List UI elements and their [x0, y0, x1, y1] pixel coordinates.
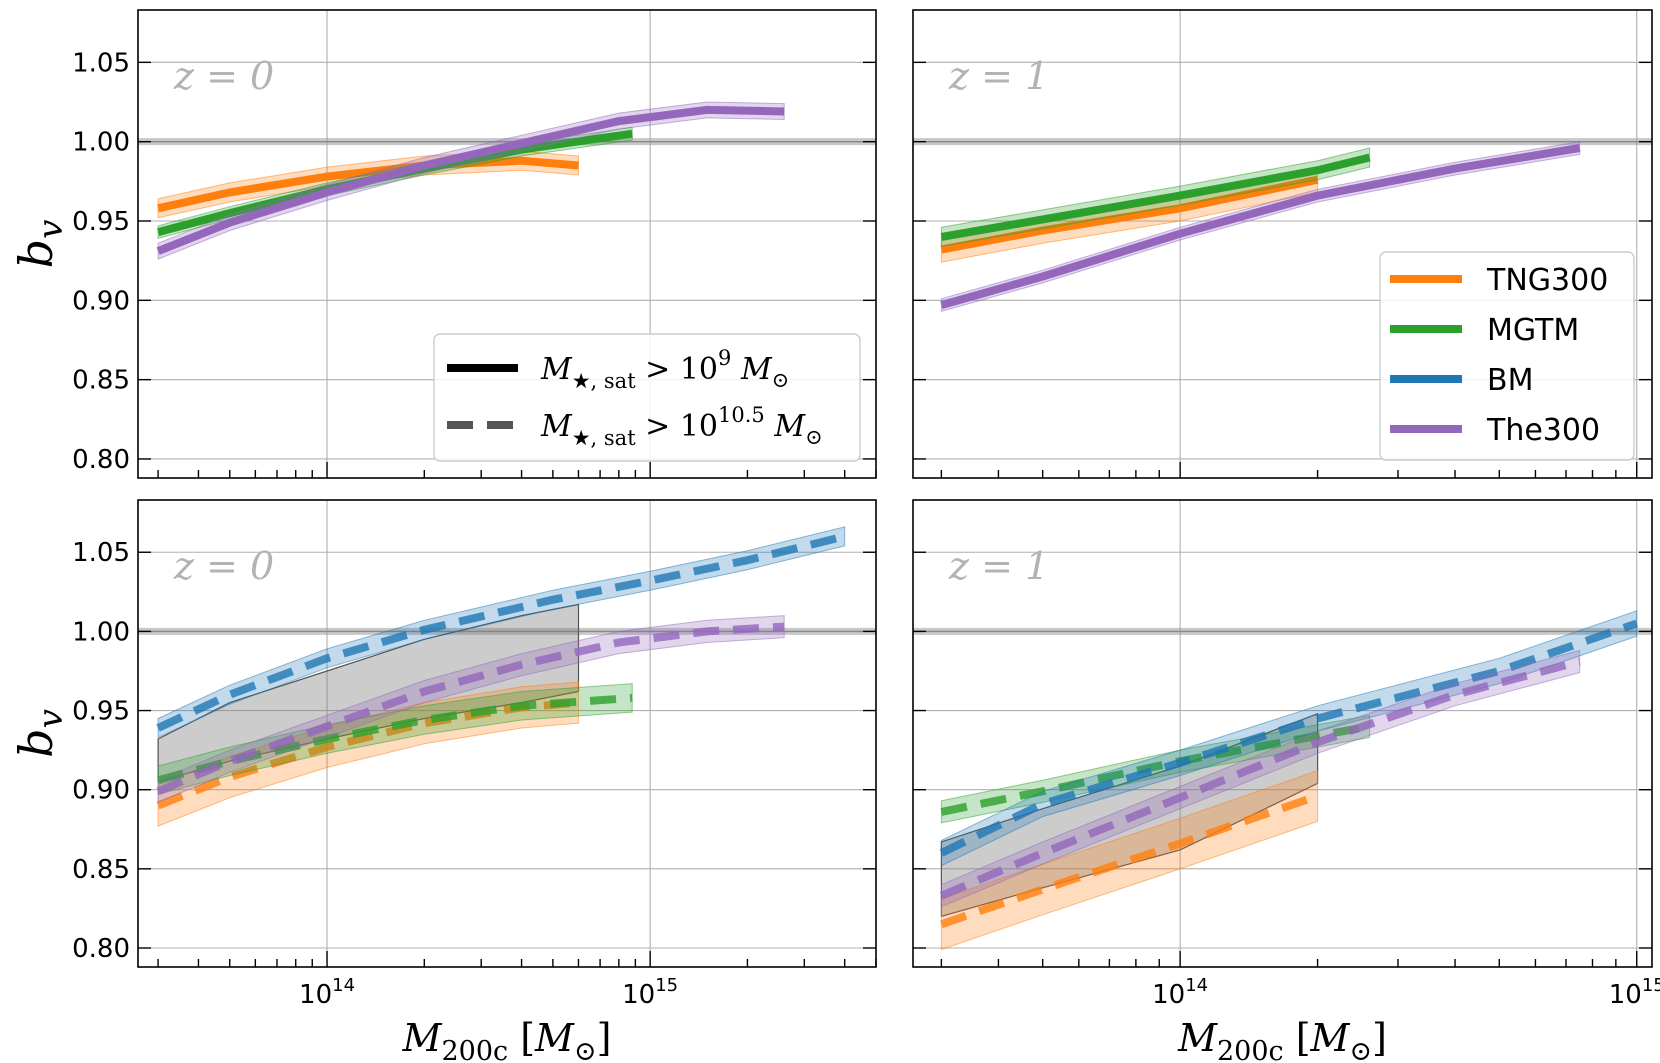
- series-the300: [156, 105, 785, 255]
- redshift-label: z = 1: [948, 544, 1049, 588]
- band-tng300: [940, 769, 1319, 951]
- legend-label-solid: M★, sat > 109 M⊙: [540, 346, 789, 393]
- legend-label-bm: BM: [1487, 363, 1533, 398]
- legend-label-mgtm: MGTM: [1487, 313, 1579, 348]
- axes-frame: [912, 9, 1653, 479]
- ticks: [138, 61, 877, 478]
- redshift-label: z = 1: [948, 54, 1049, 98]
- x-axis-label: M200c [M⊙]: [402, 1016, 612, 1063]
- y-tick-label: 0.85: [72, 855, 130, 885]
- series-mgtm: [940, 153, 1371, 241]
- series-tng300: [940, 175, 1319, 254]
- x-tick-label: 1014: [299, 975, 355, 1010]
- y-tick-label: 1.05: [72, 48, 130, 78]
- series-bm: [939, 619, 1639, 857]
- y-tick-label: 1.05: [72, 538, 130, 568]
- x-tick-label: 1015: [1609, 975, 1660, 1010]
- legend: M★, sat > 109 M⊙ M★, sat > 1010.5 M⊙: [433, 333, 861, 462]
- x-tick-label: 1015: [622, 975, 678, 1010]
- band-the300: [940, 649, 1581, 908]
- ticks: [913, 61, 1652, 478]
- y-tick-label: 0.90: [72, 286, 130, 316]
- x-axis-label: M200c [M⊙]: [1177, 1016, 1387, 1063]
- legend-label-dashed: M★, sat > 1010.5 M⊙: [540, 403, 823, 450]
- y-tick-label: 0.85: [72, 366, 130, 396]
- plot-area: [138, 101, 876, 260]
- band-the300: [157, 615, 785, 804]
- axes-frame: [137, 9, 877, 479]
- legend-frame: [433, 333, 861, 462]
- y-tick-label: 1.00: [72, 617, 130, 647]
- ticks: [138, 551, 877, 967]
- redshift-label: z = 0: [173, 54, 274, 98]
- band-tng300: [157, 150, 579, 219]
- y-tick-label: 0.95: [72, 207, 130, 237]
- series-tng300: [940, 792, 1319, 929]
- ticks: [913, 551, 1652, 967]
- y-tick-label: 0.90: [72, 776, 130, 806]
- band-bm: [940, 610, 1638, 867]
- plot-area: [138, 526, 876, 827]
- series-bm: [156, 532, 846, 732]
- panel-top-right: z = 1 TNG300 MGTM BM The300: [912, 9, 1653, 479]
- series-the300: [940, 144, 1581, 309]
- y-axis-label: bv: [9, 709, 71, 758]
- y-tick-label: 1.00: [72, 128, 130, 158]
- legend-frame: [1379, 251, 1635, 461]
- y-axis-label: bv: [9, 220, 71, 269]
- panel-top-left: 0.80 0.85 0.90 0.95 1.00 1.05 bv z = 0 M★, sat >…: [9, 9, 877, 479]
- y-tick-label: 0.80: [72, 445, 130, 475]
- legend: TNG300 MGTM BM The300: [1379, 251, 1635, 461]
- series-tng300: [156, 698, 579, 810]
- panel-bottom-right: 1014 1015 M200c [M⊙] z = 1: [912, 499, 1660, 1063]
- series-the300: [939, 657, 1581, 900]
- legend-label-tng300: TNG300: [1486, 263, 1608, 298]
- panel-bottom-left: 0.80 0.85 0.90 0.95 1.00 1.05 bv 1014 1015 M200c …: [9, 499, 877, 1063]
- y-tick-label: 0.95: [72, 697, 130, 727]
- plot-area: [913, 138, 1652, 313]
- y-tick-label: 0.80: [72, 934, 130, 964]
- legend-label-the300: The300: [1486, 413, 1600, 448]
- x-tick-label: 1014: [1152, 975, 1208, 1010]
- band-the300: [157, 101, 785, 260]
- series-the300: [156, 622, 785, 795]
- axes-frame: [137, 499, 877, 968]
- redshift-label: z = 0: [173, 544, 274, 588]
- axes-frame: [912, 499, 1653, 968]
- plot-area: [913, 610, 1652, 951]
